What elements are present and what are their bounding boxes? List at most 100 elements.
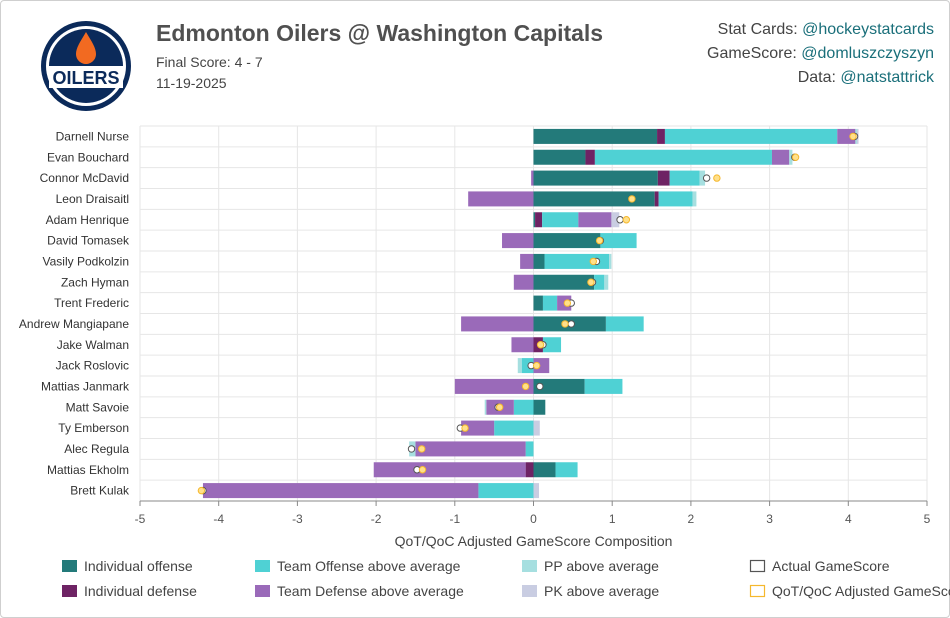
legend-swatch (62, 560, 77, 572)
adjusted-gamescore-marker (522, 383, 528, 389)
adjusted-gamescore-marker (714, 175, 720, 181)
player-label: Trent Frederic (54, 296, 129, 310)
x-tick-label: 4 (845, 512, 852, 526)
legend-label: Team Offense above average (277, 558, 461, 574)
bar-segment-pp (604, 275, 608, 290)
legend-outline-swatch (751, 586, 765, 597)
x-tick-label: -2 (371, 512, 382, 526)
bar-segment-team-off (556, 462, 578, 477)
bar-segment-team-off (543, 296, 557, 311)
bar-segment-ind-off (534, 462, 556, 477)
actual-gamescore-marker (408, 446, 414, 452)
player-label: Mattias Janmark (41, 379, 130, 393)
x-tick-label: -3 (292, 512, 303, 526)
bar-segment-team-def (531, 171, 533, 186)
legend-label: QoT/QoC Adjusted GameScore (772, 583, 950, 599)
legend-swatch (522, 560, 537, 572)
legend-label: Individual offense (84, 558, 193, 574)
x-tick-label: 3 (766, 512, 773, 526)
bar-segment-pk (534, 421, 540, 436)
bar-segment-team-def (514, 275, 534, 290)
adjusted-gamescore-marker (537, 342, 543, 348)
bar-segment-team-def (415, 441, 525, 456)
x-axis-title: QoT/QoC Adjusted GameScore Composition (395, 533, 673, 549)
bar-segment-team-def (520, 254, 533, 269)
actual-gamescore-marker (537, 383, 543, 389)
player-label: Andrew Mangiapane (19, 317, 129, 331)
player-label: Leon Draisaitl (56, 192, 129, 206)
adjusted-gamescore-marker (850, 133, 856, 139)
x-tick-label: 0 (530, 512, 537, 526)
player-label: Connor McDavid (40, 171, 129, 185)
legend-swatch (522, 585, 537, 597)
player-label: David Tomasek (47, 234, 130, 248)
bar-segment-team-off (595, 150, 772, 165)
bar-segment-ind-off (534, 400, 546, 415)
actual-gamescore-marker (568, 321, 574, 327)
bar-segment-ind-off (534, 191, 655, 206)
bar-segment-team-off (478, 483, 533, 498)
bar-segment-pp (692, 191, 696, 206)
bar-segment-ind-off (534, 254, 545, 269)
player-label: Ty Emberson (58, 421, 129, 435)
bar-segment-ind-def (657, 129, 665, 144)
bar-segment-team-off (514, 400, 534, 415)
adjusted-gamescore-marker (419, 467, 425, 473)
adjusted-gamescore-marker (462, 425, 468, 431)
legend-swatch (255, 560, 270, 572)
bar-segment-team-off (494, 421, 533, 436)
bar-segment-ind-off (534, 275, 595, 290)
bar-segment-team-off (606, 316, 644, 331)
adjusted-gamescore-marker (533, 362, 539, 368)
bar-segment-ind-def (585, 150, 594, 165)
player-label: Darnell Nurse (56, 129, 130, 143)
bar-segment-ind-def (655, 191, 659, 206)
bar-segment-team-off (665, 129, 837, 144)
legend-outline-swatch (751, 561, 765, 572)
bar-segment-ind-off (534, 150, 586, 165)
x-tick-label: -1 (449, 512, 460, 526)
legend-label: Individual defense (84, 583, 197, 599)
bar-segment-team-def (511, 337, 533, 352)
bar-segment-pp (518, 358, 522, 373)
legend-swatch (62, 585, 77, 597)
player-label: Brett Kulak (70, 484, 130, 498)
player-label: Jack Roslovic (56, 359, 129, 373)
bar-segment-team-def (455, 379, 534, 394)
bar-segment-ind-def (535, 212, 542, 227)
adjusted-gamescore-marker (590, 258, 596, 264)
bar-segment-team-def (468, 191, 533, 206)
bar-segment-team-def (374, 462, 526, 477)
player-label: Matt Savoie (66, 400, 130, 414)
adjusted-gamescore-marker (564, 300, 570, 306)
bar-segment-pk (534, 483, 540, 498)
adjusted-gamescore-marker (588, 279, 594, 285)
player-label: Evan Bouchard (47, 150, 129, 164)
bar-segment-team-def (203, 483, 478, 498)
x-tick-label: -4 (213, 512, 224, 526)
adjusted-gamescore-marker (629, 196, 635, 202)
bar-segment-ind-def (526, 462, 534, 477)
bar-segment-team-off (526, 441, 534, 456)
x-tick-label: 2 (688, 512, 695, 526)
player-label: Adam Henrique (46, 213, 130, 227)
bar-segment-ind-def (658, 171, 670, 186)
x-tick-label: -5 (135, 512, 146, 526)
adjusted-gamescore-marker (419, 446, 425, 452)
bar-segment-ind-off (534, 171, 658, 186)
bar-segment-team-def (772, 150, 789, 165)
adjusted-gamescore-marker (792, 154, 798, 160)
player-label: Vasily Podkolzin (43, 254, 129, 268)
bar-segment-pp (609, 254, 611, 269)
actual-gamescore-marker (617, 217, 623, 223)
actual-gamescore-marker (703, 175, 709, 181)
bar-segment-pp (485, 400, 487, 415)
bar-segment-team-def (502, 233, 533, 248)
bar-segment-team-def (461, 316, 533, 331)
bar-segment-team-off (659, 191, 693, 206)
bar-segment-ind-off (534, 296, 543, 311)
legend-label: Team Defense above average (277, 583, 464, 599)
legend-label: Actual GameScore (772, 558, 890, 574)
bar-segment-ind-off (534, 212, 536, 227)
